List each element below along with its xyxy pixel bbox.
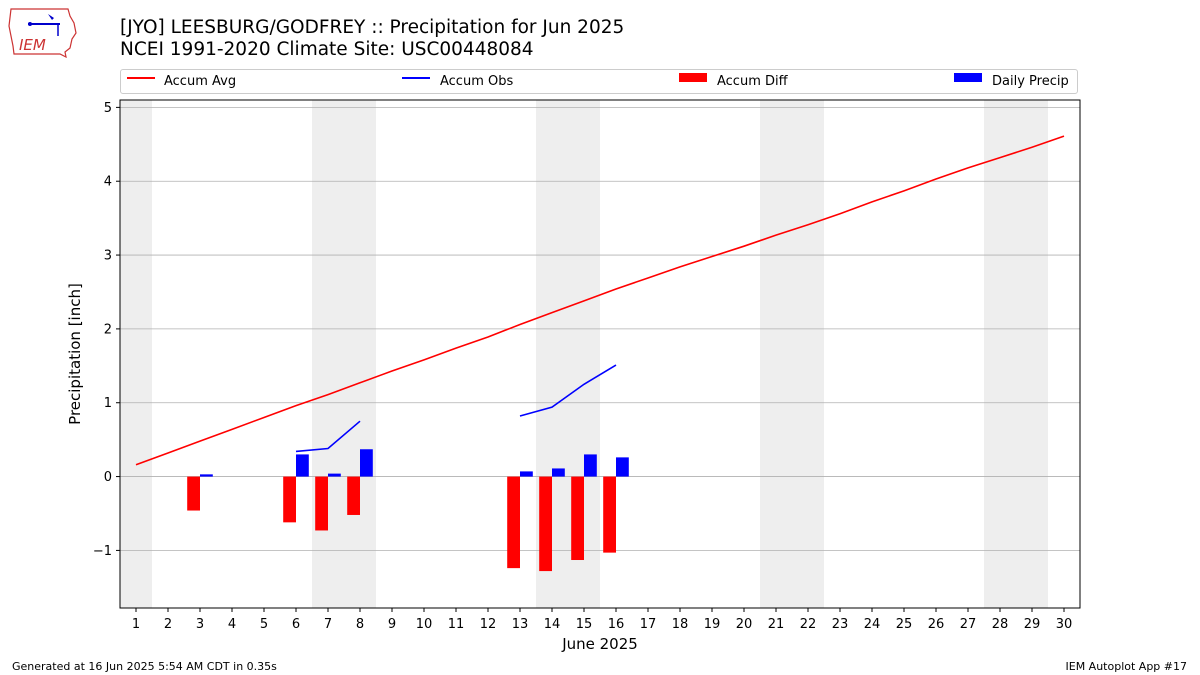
x-tick-label: 28: [992, 617, 1009, 632]
daily-precip-bar: [520, 471, 533, 477]
x-tick-label: 14: [544, 617, 561, 632]
accum-obs-line: [519, 364, 617, 417]
x-tick-label: 4: [228, 617, 236, 632]
x-tick-label: 12: [480, 617, 497, 632]
accum-diff-bar: [187, 476, 200, 511]
x-tick-label: 29: [1024, 617, 1041, 632]
weekend-band: [312, 100, 376, 608]
legend-swatch-accum-obs: [402, 77, 430, 79]
daily-precip-bar: [360, 449, 373, 477]
x-tick-label: 23: [832, 617, 849, 632]
x-tick-label: 30: [1056, 617, 1073, 632]
legend-label-accum-obs: Accum Obs: [440, 74, 514, 89]
x-tick-label: 15: [576, 617, 593, 632]
x-tick-label: 24: [864, 617, 881, 632]
daily-precip-bar: [328, 473, 341, 477]
x-tick-label: 21: [768, 617, 785, 632]
x-tick-label: 16: [608, 617, 625, 632]
y-tick-label: 3: [104, 249, 112, 264]
legend-label-daily-precip: Daily Precip: [992, 74, 1069, 89]
x-tick-label: 7: [324, 617, 332, 632]
weekend-band: [984, 100, 1048, 608]
x-axis-label: June 2025: [561, 635, 638, 653]
legend-swatch-accum-avg: [127, 77, 155, 79]
plot-frame: [119, 99, 1081, 609]
y-tick-label: 1: [104, 396, 112, 411]
title-line-2: NCEI 1991-2020 Climate Site: USC00448084: [120, 39, 534, 60]
x-tick-label: 10: [416, 617, 433, 632]
accum-diff-bar: [283, 476, 296, 523]
y-tick-label: 4: [104, 175, 112, 190]
legend-swatch-daily-precip: [954, 73, 982, 82]
iem-logo: IEM: [8, 6, 80, 59]
x-tick-label: 9: [388, 617, 396, 632]
weekend-band: [536, 100, 600, 608]
logo-text: IEM: [19, 36, 46, 54]
y-axis-label: Precipitation [inch]: [66, 283, 84, 425]
x-tick-label: 8: [356, 617, 364, 632]
weekend-band: [760, 100, 824, 608]
accum-obs-line: [295, 420, 361, 453]
x-tick-label: 11: [448, 617, 465, 632]
x-tick-label: 5: [260, 617, 268, 632]
x-tick-label: 25: [896, 617, 913, 632]
accum-diff-bar: [603, 476, 616, 553]
legend-label-accum-avg: Accum Avg: [164, 74, 237, 89]
weekend-band: [120, 100, 152, 608]
accum-avg-line: [135, 135, 1065, 466]
x-tick-label: 3: [196, 617, 204, 632]
title-line-1: [JYO] LEESBURG/GODFREY :: Precipitation …: [120, 17, 625, 38]
x-tick-label: 20: [736, 617, 753, 632]
x-tick-label: 17: [640, 617, 657, 632]
x-tick-label: 2: [164, 617, 172, 632]
x-tick-label: 26: [928, 617, 945, 632]
accum-diff-bar: [507, 476, 520, 569]
accum-diff-bar: [347, 476, 360, 515]
daily-precip-bar: [552, 468, 565, 477]
x-tick-label: 18: [672, 617, 689, 632]
daily-precip-bar: [584, 454, 597, 477]
accum-diff-bar: [315, 476, 328, 531]
accum-diff-bar: [571, 476, 584, 561]
x-tick-label: 27: [960, 617, 977, 632]
legend-swatch-accum-diff: [679, 73, 707, 82]
y-tick-label: 5: [104, 101, 112, 116]
legend-label-accum-diff: Accum Diff: [717, 74, 788, 89]
x-tick-label: 19: [704, 617, 721, 632]
daily-precip-bar: [616, 457, 629, 477]
iowa-state-logo-icon: IEM: [8, 8, 77, 59]
x-tick-label: 1: [132, 617, 140, 632]
daily-precip-bar: [296, 454, 309, 477]
y-tick-label: 2: [104, 322, 112, 337]
x-tick-label: 22: [800, 617, 817, 632]
x-tick-label: 13: [512, 617, 529, 632]
chart-title: [JYO] LEESBURG/GODFREY :: Precipitation …: [120, 17, 624, 61]
footer-generated: Generated at 16 Jun 2025 5:54 AM CDT in …: [12, 660, 277, 673]
y-tick-label: 0: [104, 470, 112, 485]
accum-diff-bar: [539, 476, 552, 572]
x-tick-label: 6: [292, 617, 300, 632]
y-tick-label: −1: [93, 544, 112, 559]
chart-legend: Accum Avg Accum Obs Accum Diff Daily Pre…: [120, 69, 1078, 94]
daily-precip-bar: [200, 474, 213, 477]
footer-app: IEM Autoplot App #17: [1065, 660, 1188, 673]
